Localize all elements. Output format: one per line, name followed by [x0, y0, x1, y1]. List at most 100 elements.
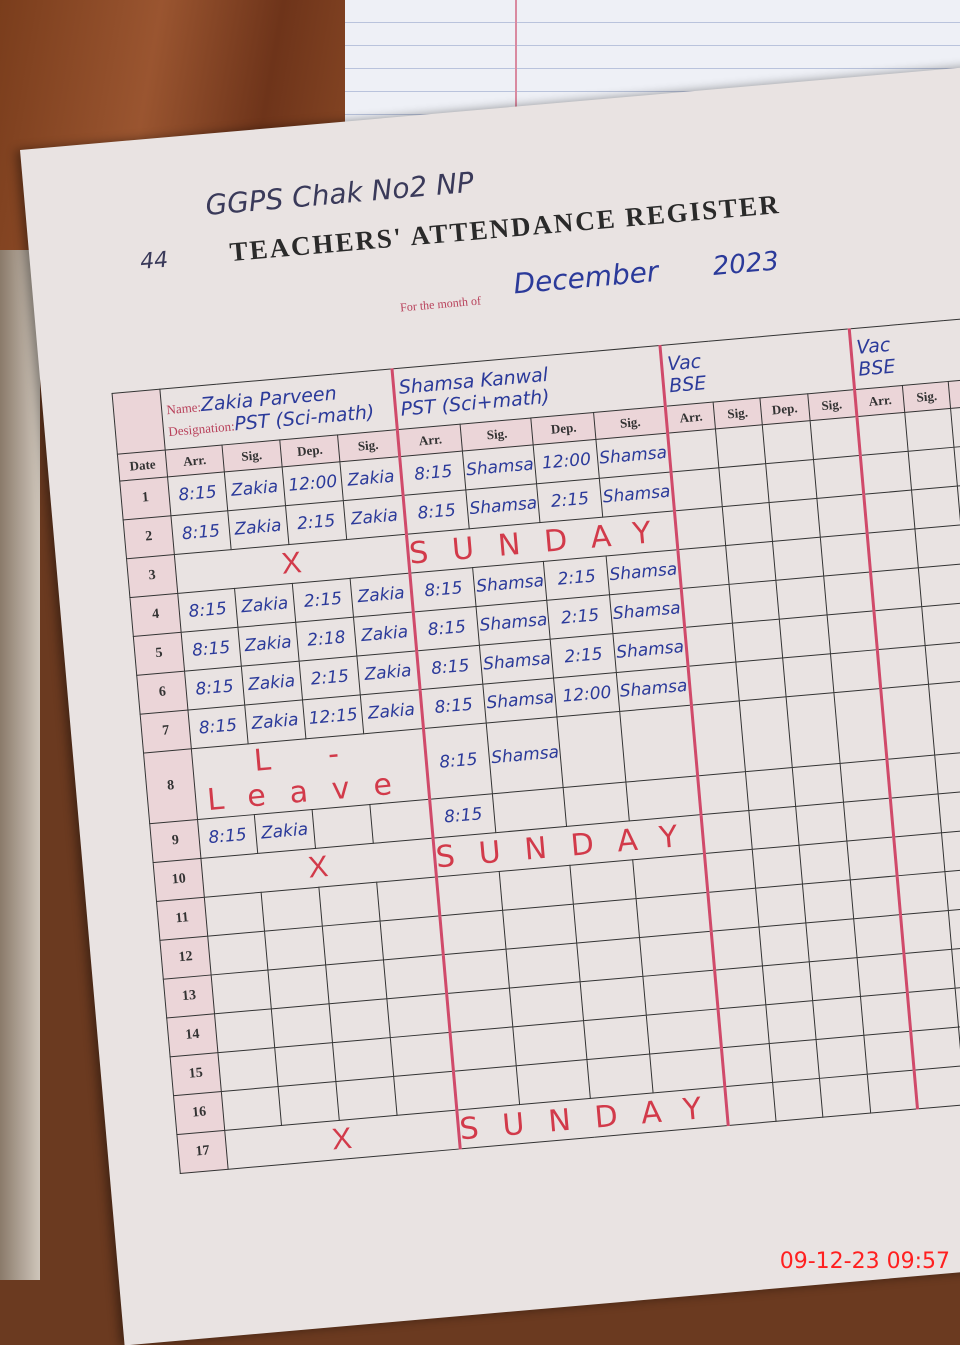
- date-cell: 6: [136, 671, 189, 715]
- empty-cell: [918, 563, 960, 607]
- date-cell: 5: [133, 632, 185, 676]
- empty-cell: [813, 455, 864, 499]
- empty-cell: [915, 524, 960, 568]
- empty-cell: [910, 1027, 960, 1071]
- entry-cell: [563, 782, 630, 827]
- date-column-header: Date: [117, 449, 168, 482]
- entry-cell: 8:15: [409, 567, 477, 613]
- teacher-name: Vac: [666, 350, 703, 376]
- empty-cell: [715, 424, 766, 468]
- empty-cell: [691, 700, 746, 776]
- entry-cell: 2:15: [285, 500, 348, 545]
- arr-column-header: Arr.: [665, 402, 716, 434]
- empty-cell: [945, 867, 960, 911]
- empty-cell: [274, 1042, 336, 1087]
- dep-column-header: Dep.: [759, 393, 810, 425]
- date-cell: 15: [170, 1052, 222, 1096]
- entry-cell: 8:15: [197, 814, 258, 859]
- sig-column-header: Sig.: [713, 397, 762, 429]
- empty-cell: [639, 931, 715, 977]
- empty-cell: [805, 918, 857, 962]
- empty-cell: [674, 506, 726, 550]
- date-cell: 16: [173, 1091, 226, 1135]
- entry-cell: 2:15: [550, 633, 617, 678]
- empty-cell: [580, 976, 647, 1021]
- entry-cell: 8:15: [402, 489, 470, 535]
- empty-cell: [863, 1031, 915, 1075]
- entry-cell: Shamsa: [462, 444, 537, 490]
- entry-cell: 8:15: [423, 723, 493, 800]
- attendance-table: Name:Zakia Parveen Designation:PST (Sci-m…: [112, 312, 960, 1174]
- empty-cell: [704, 849, 756, 893]
- empty-cell: [938, 789, 960, 833]
- teacher-name: Vac: [855, 333, 892, 359]
- empty-cell: [860, 992, 911, 1036]
- empty-cell: [439, 910, 507, 955]
- empty-cell: [718, 1004, 770, 1048]
- date-cell: 12: [159, 936, 212, 980]
- empty-cell: [812, 996, 864, 1040]
- entry-cell: Zakia: [357, 650, 420, 695]
- entry-cell: Shamsa: [479, 639, 554, 685]
- empty-cell: [867, 1070, 918, 1114]
- empty-cell: [762, 961, 813, 1005]
- empty-cell: [570, 859, 637, 905]
- empty-cell: [739, 696, 792, 772]
- entry-cell: 2:15: [536, 478, 603, 523]
- empty-cell: [903, 949, 956, 993]
- entry-cell: Zakia: [227, 505, 289, 550]
- entry-cell: Zakia: [340, 456, 403, 501]
- date-cell: 4: [129, 593, 182, 637]
- empty-cell: [701, 810, 753, 854]
- entry-cell: Zakia: [234, 583, 296, 628]
- empty-cell: [911, 486, 960, 529]
- empty-cell: [632, 853, 708, 899]
- empty-cell: [934, 751, 960, 794]
- empty-cell: [328, 998, 391, 1043]
- empty-cell: [907, 988, 959, 1032]
- empty-cell: [325, 959, 388, 1004]
- empty-cell: [208, 931, 268, 975]
- photo-timestamp: 09-12-23 09:57: [779, 1249, 950, 1274]
- entry-cell: 2:15: [298, 656, 361, 700]
- date-cell: 3: [126, 554, 179, 598]
- month-label: For the month of: [399, 293, 482, 315]
- entry-cell: [626, 775, 702, 821]
- teacher-designation: BSE: [668, 372, 708, 398]
- empty-cell: [768, 498, 821, 542]
- entry-cell: 8:15: [429, 793, 497, 839]
- date-cell: 8: [143, 748, 198, 824]
- entry-cell: 8:15: [419, 684, 487, 729]
- entry-cell: Zakia: [237, 622, 299, 667]
- entry-cell: Zakia: [343, 495, 407, 540]
- entry-cell: Shamsa: [606, 549, 682, 595]
- empty-cell: [772, 537, 824, 581]
- entry-cell: 8:15: [171, 510, 231, 555]
- empty-cell: [649, 1047, 725, 1093]
- empty-cell: [752, 845, 803, 889]
- empty-cell: [941, 828, 960, 872]
- date-cell: 7: [140, 709, 192, 754]
- empty-cell: [681, 584, 733, 628]
- empty-cell: [499, 865, 574, 911]
- entry-cell: Shamsa: [483, 677, 558, 724]
- register-page: GGPS Chak No2 NP 44 TEACHERS' ATTENDANCE…: [20, 62, 960, 1345]
- entry-cell: Zakia: [253, 809, 316, 854]
- entry-cell: [311, 804, 374, 849]
- entry-cell: [619, 705, 698, 783]
- empty-cell: [819, 1074, 871, 1118]
- empty-cell: [513, 1020, 588, 1066]
- empty-cell: [267, 964, 329, 1009]
- entry-cell: 8:15: [167, 471, 228, 516]
- empty-cell: [218, 1047, 278, 1092]
- date-cell: 13: [163, 974, 215, 1019]
- empty-cell: [390, 1032, 454, 1077]
- entry-cell: Zakia: [240, 661, 303, 706]
- empty-cell: [442, 949, 510, 994]
- empty-cell: [214, 1008, 275, 1053]
- empty-cell: [850, 875, 901, 919]
- empty-cell: [853, 914, 904, 958]
- teacher-designation: BSE: [857, 355, 897, 381]
- empty-cell: [394, 1071, 457, 1116]
- empty-cell: [749, 806, 799, 850]
